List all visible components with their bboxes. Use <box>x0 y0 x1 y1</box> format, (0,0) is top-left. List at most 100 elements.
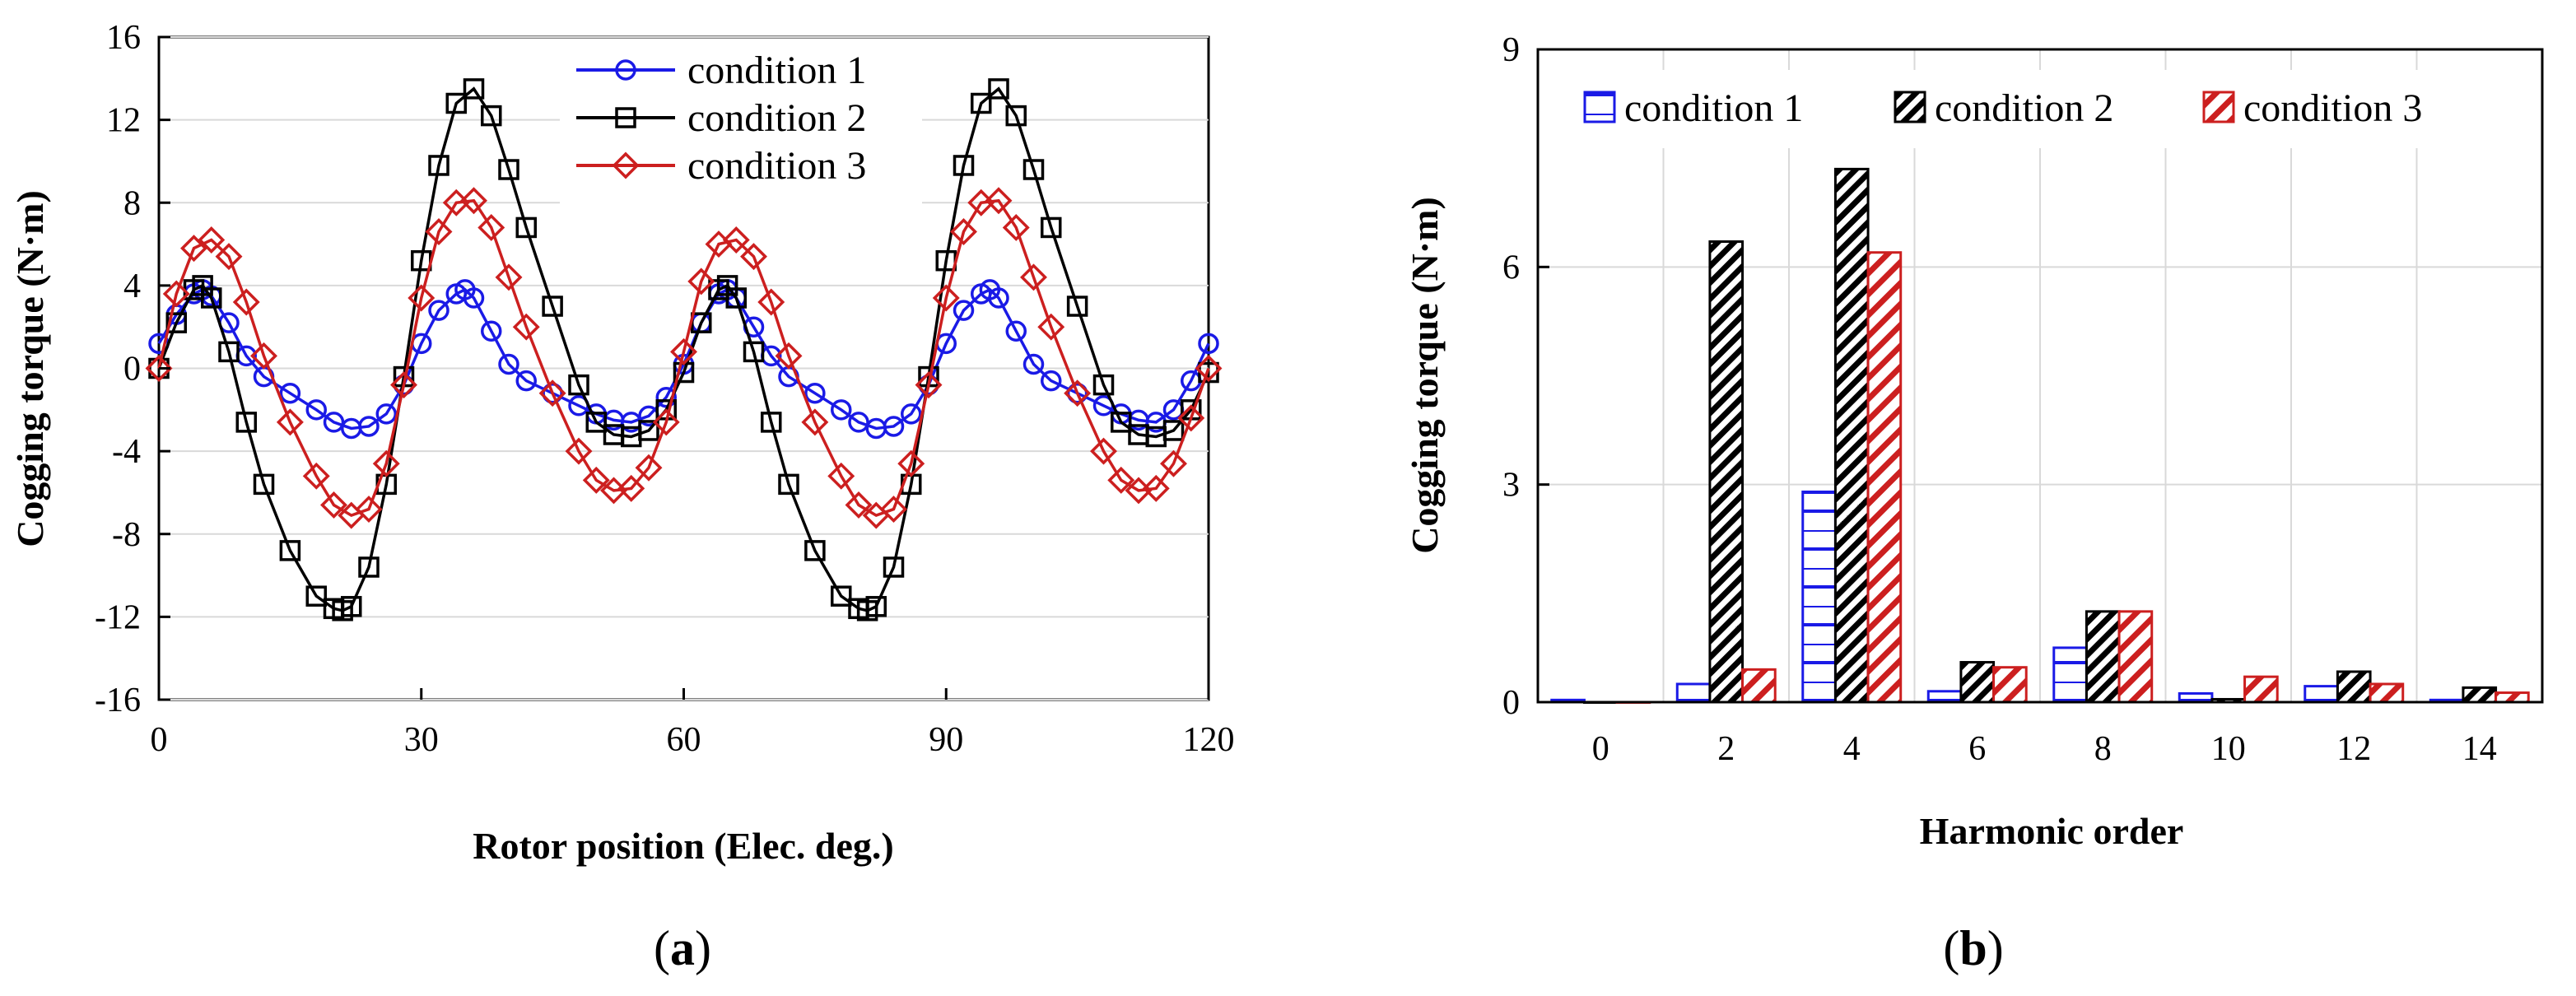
bar-condition-2 <box>2336 670 2372 704</box>
data-point <box>498 159 519 180</box>
data-point <box>302 462 330 490</box>
data-point <box>341 596 362 617</box>
x-tick-label: 6 <box>1968 730 1986 768</box>
data-point <box>585 412 607 433</box>
data-point <box>358 416 380 437</box>
data-point <box>883 416 905 437</box>
y-axis-label: Cogging torque (N·m) <box>9 190 51 547</box>
data-point <box>276 408 304 436</box>
data-point <box>375 403 397 425</box>
panel-label-a: (a) <box>654 921 711 975</box>
data-point <box>1005 105 1027 127</box>
panel-label-b: (b) <box>1943 921 2003 975</box>
data-point <box>670 337 697 365</box>
data-point <box>250 342 277 370</box>
data-point <box>1066 382 1088 404</box>
bar-condition-1 <box>2052 646 2088 704</box>
data-point <box>1041 216 1062 239</box>
data-point <box>390 371 417 399</box>
y-tick-label: 6 <box>1502 249 1520 286</box>
data-point <box>198 226 226 254</box>
y-tick-label: 12 <box>106 102 141 140</box>
data-point <box>804 540 826 561</box>
data-point <box>1107 466 1135 494</box>
legend-label: condition 1 <box>1624 86 1803 130</box>
legend-swatch <box>1583 91 1616 123</box>
data-point <box>565 437 593 465</box>
data-point <box>425 217 453 245</box>
data-point <box>1064 379 1092 407</box>
series-group <box>145 78 1223 621</box>
legend-label: condition 2 <box>687 96 866 140</box>
data-point <box>880 496 907 524</box>
series-condition-2 <box>148 78 1219 621</box>
bar-condition-1 <box>2178 691 2214 704</box>
data-point <box>460 187 487 215</box>
data-point <box>827 462 855 490</box>
data-point <box>180 235 207 263</box>
legend-label: condition 1 <box>687 49 866 92</box>
data-point <box>617 474 645 502</box>
data-point <box>971 92 992 114</box>
data-point <box>201 287 222 309</box>
data-point <box>1111 412 1132 433</box>
data-point <box>1177 404 1205 432</box>
data-point <box>901 403 922 425</box>
x-tick-label: 0 <box>1592 730 1609 768</box>
x-axis-ticks: 0 2 4 6 8 10 12 14 <box>1592 730 2497 768</box>
data-point <box>235 412 257 433</box>
data-point <box>162 280 190 308</box>
y-axis-label: Cogging torque (N·m) <box>1404 197 1446 554</box>
data-point <box>232 288 260 316</box>
bar-condition-3 <box>1992 666 2028 704</box>
panel-b-close-paren: ) <box>1987 921 2004 975</box>
data-point <box>165 312 187 333</box>
data-point <box>932 284 960 312</box>
x-tick-label: 10 <box>2211 730 2246 768</box>
data-point <box>428 300 450 321</box>
data-point <box>722 226 750 254</box>
x-tick-label: 120 <box>1183 721 1235 759</box>
bars-group <box>1550 167 2530 704</box>
data-point <box>515 216 537 239</box>
data-point <box>845 491 873 519</box>
data-point <box>498 353 519 375</box>
data-point <box>1198 333 1219 355</box>
x-tick-label: 2 <box>1717 730 1735 768</box>
data-point <box>804 382 826 404</box>
data-point <box>988 78 1009 100</box>
y-tick-label: -12 <box>95 598 141 636</box>
panel-b-letter: b <box>1959 921 1987 975</box>
data-point <box>512 313 540 341</box>
data-point <box>687 268 715 296</box>
y-tick-label: 16 <box>106 19 141 57</box>
data-point <box>725 287 747 309</box>
data-point <box>778 473 799 496</box>
x-tick-label: 90 <box>929 721 963 759</box>
data-point <box>831 399 852 421</box>
bar-condition-2 <box>2462 686 2498 704</box>
x-tick-label: 30 <box>404 721 439 759</box>
data-point <box>253 473 275 496</box>
data-point <box>481 320 502 342</box>
bar-condition-2 <box>1708 240 1745 704</box>
data-point <box>831 585 852 607</box>
data-point <box>801 408 829 436</box>
legend-label: condition 2 <box>1935 86 2113 130</box>
data-point <box>865 596 887 617</box>
x-tick-label: 60 <box>667 721 701 759</box>
data-point <box>1005 320 1027 342</box>
data-point <box>1037 313 1065 341</box>
data-point <box>1041 370 1062 392</box>
data-point <box>953 300 975 321</box>
panel-a-open-paren: ( <box>654 921 670 975</box>
data-point <box>215 243 243 271</box>
data-point <box>445 92 467 114</box>
data-point <box>463 287 485 309</box>
data-point <box>279 540 301 561</box>
data-point <box>1160 449 1187 477</box>
data-point <box>1195 355 1223 382</box>
data-point <box>582 466 610 494</box>
